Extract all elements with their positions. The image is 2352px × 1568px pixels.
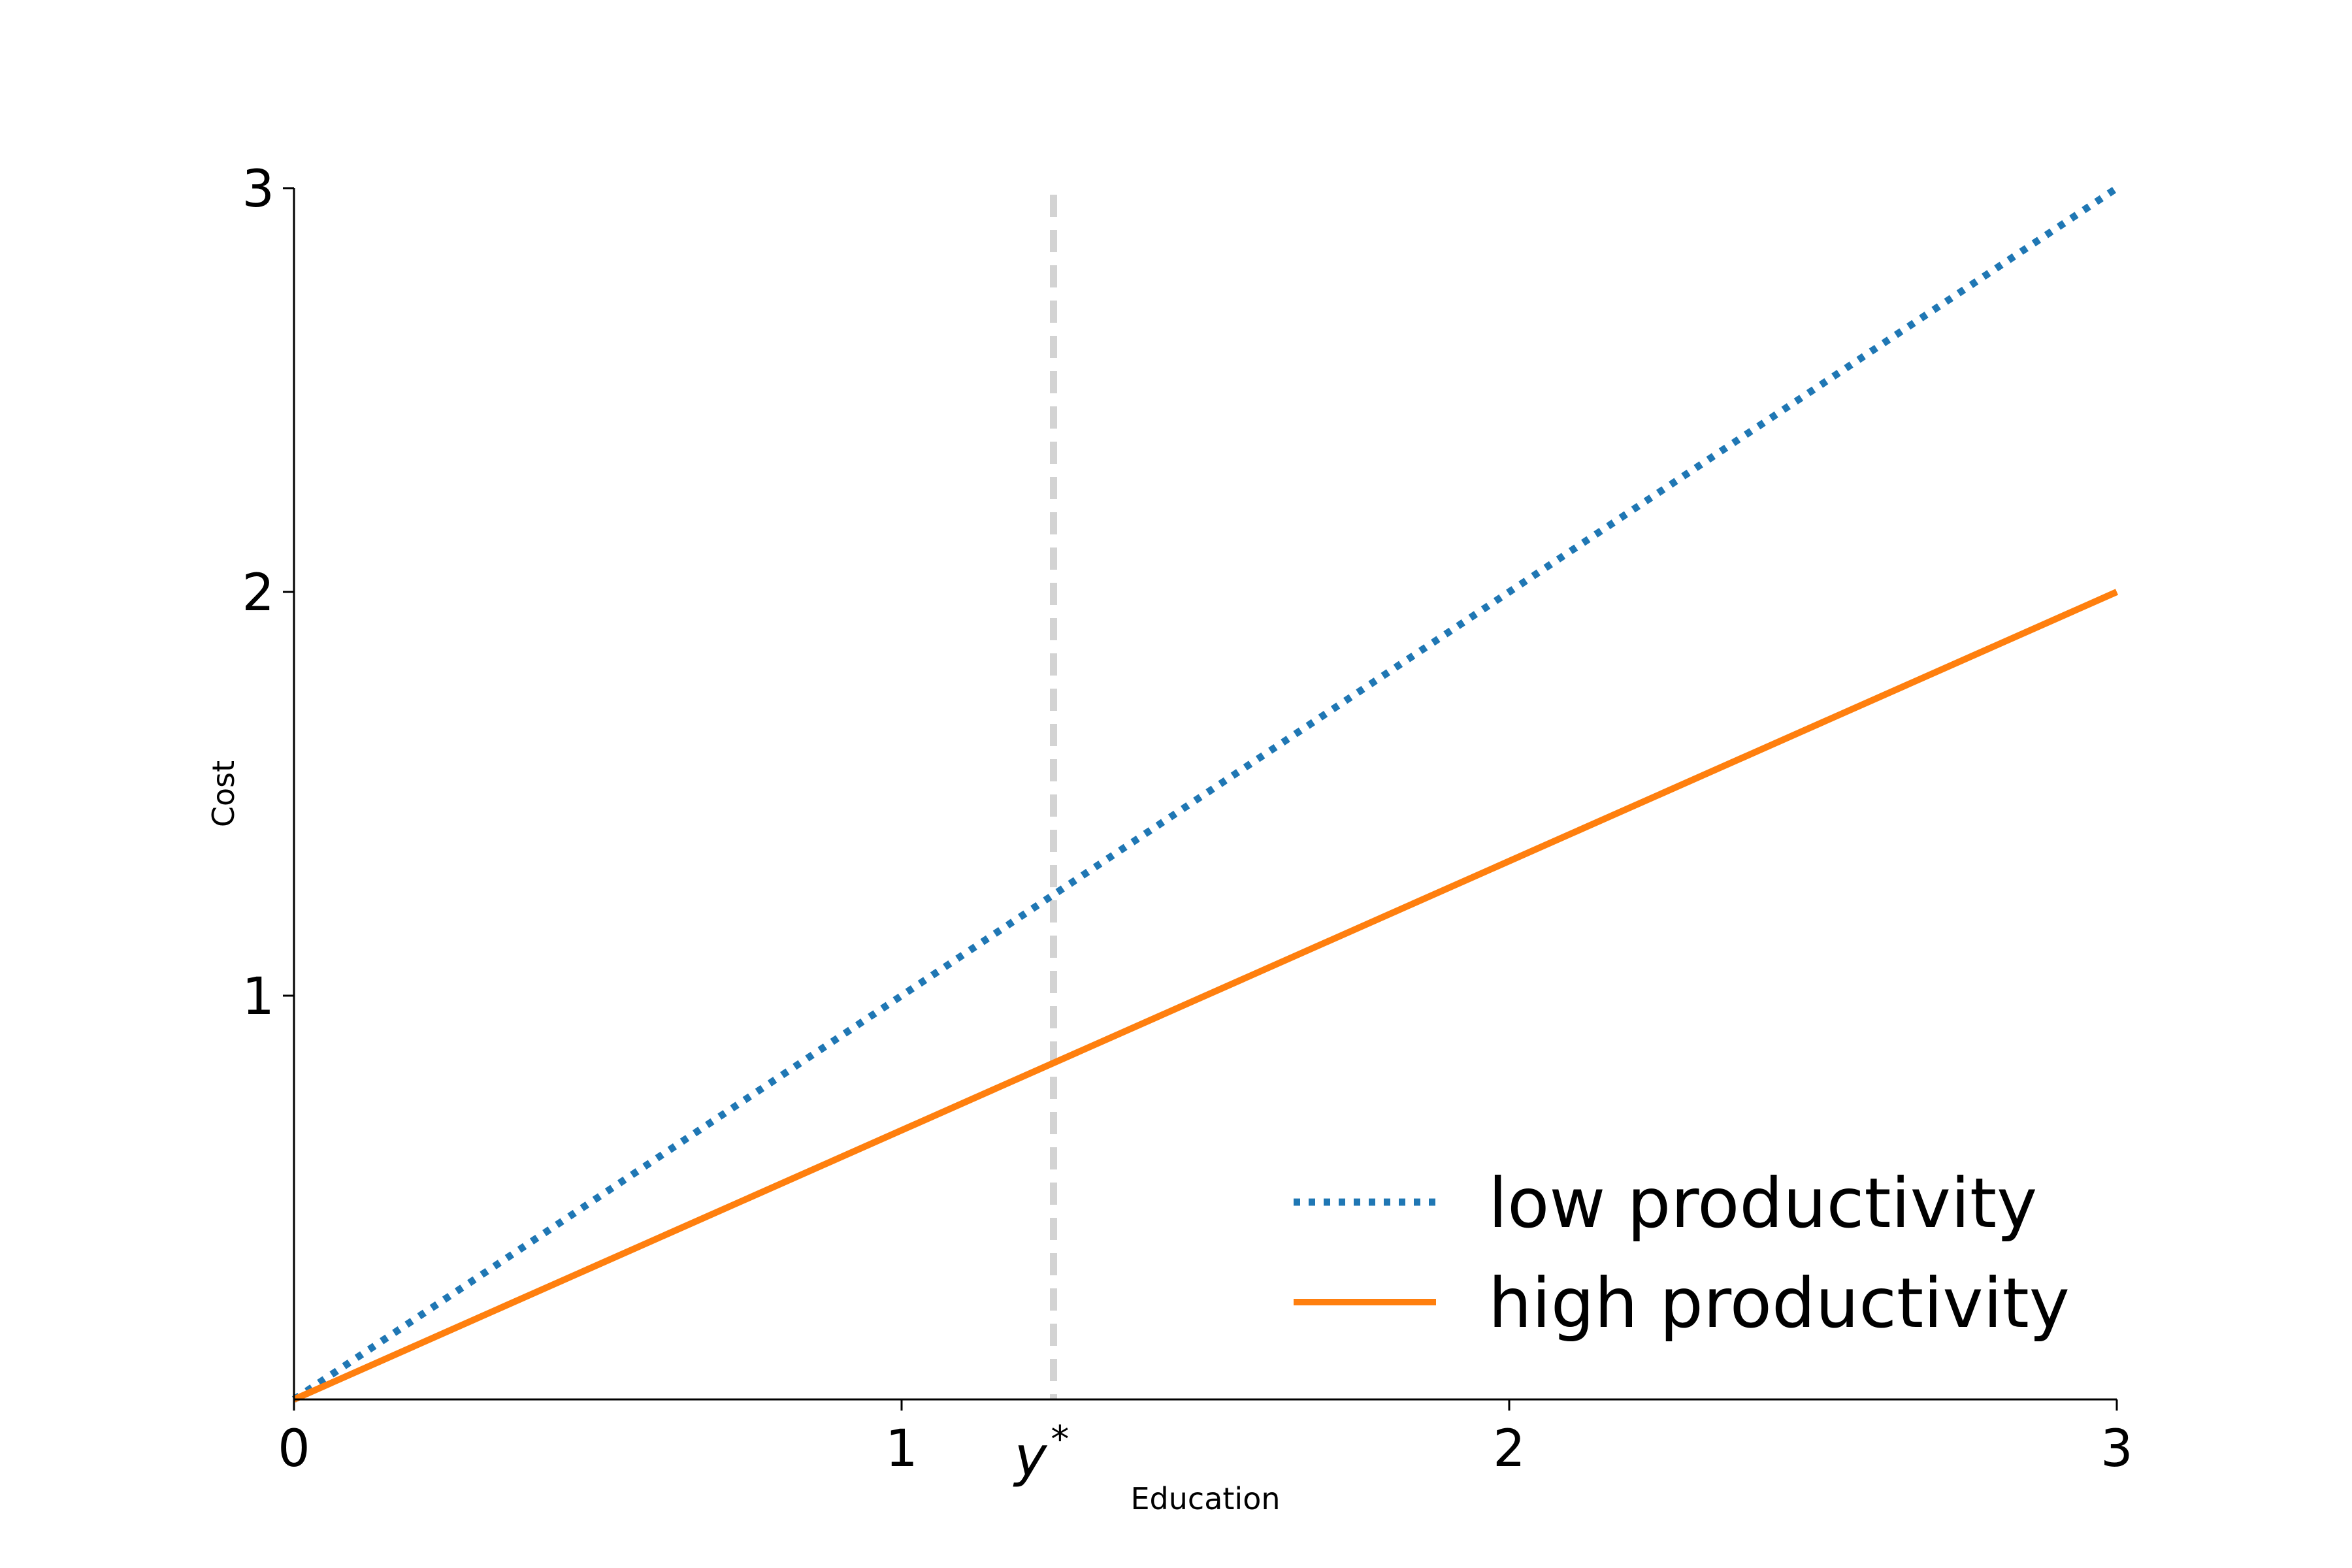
reference-line-symbol: y [1013, 1424, 1048, 1488]
reference-line-superscript: * [1051, 1418, 1069, 1461]
series-line-high-productivity [292, 589, 2119, 1403]
y-tick-label: 1 [242, 968, 274, 1026]
x-tick-label: 0 [278, 1420, 310, 1478]
reference-line-label: y * [1013, 1418, 1070, 1488]
plot-area [291, 185, 2119, 1403]
legend-label: high productivity [1488, 1264, 2070, 1343]
x-axis-label: Education [1130, 1481, 1280, 1516]
y-axis-label: Cost [206, 760, 241, 827]
legend: low productivity high productivity [1294, 1164, 2070, 1343]
series-line-low-productivity [291, 185, 2119, 1403]
x-tick-label: 1 [885, 1420, 918, 1478]
legend-label: low productivity [1488, 1164, 2037, 1243]
y-tick-label: 3 [242, 160, 274, 219]
axes [283, 187, 2118, 1411]
tick-labels: 0 1 2 3 1 2 3 [242, 160, 2132, 1478]
y-tick-label: 2 [242, 564, 274, 623]
x-tick-label: 3 [2100, 1420, 2133, 1478]
x-tick-label: 2 [1493, 1420, 1526, 1478]
